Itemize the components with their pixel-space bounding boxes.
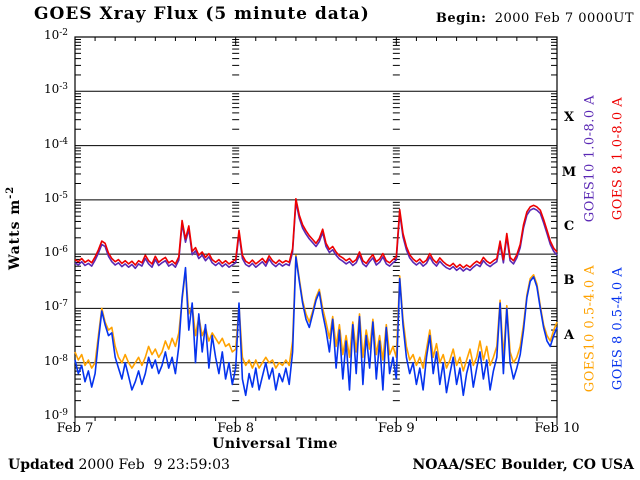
credit-text: NOAA/SEC Boulder, CO USA (412, 457, 635, 473)
x-axis-title: Universal Time (212, 436, 338, 452)
begin-line: Begin: 2000 Feb 7 0000UT (436, 11, 634, 26)
y-axis-title-text: Watts m (6, 198, 23, 270)
series-goes10-1-0-8-0-a (74, 201, 558, 272)
chart-title: GOES Xray Flux (5 minute data) (34, 4, 370, 24)
begin-value: 2000 Feb 7 0000UT (494, 11, 634, 26)
begin-label: Begin: (435, 11, 487, 26)
updated-value: 2000 Feb 9 23:59:03 (74, 457, 230, 473)
series-goes10-0-5-4-0-a (74, 254, 558, 372)
series-goes-8-0-5-4-0-a (74, 256, 558, 397)
y-axis-title: Watts m-2 (5, 168, 23, 288)
series-goes-8-1-0-8-0-a (74, 198, 558, 269)
updated-line: Updated 2000 Feb 9 23:59:03 (8, 457, 230, 473)
updated-label: Updated (8, 457, 75, 473)
y-axis-title-exponent: -2 (5, 185, 17, 199)
